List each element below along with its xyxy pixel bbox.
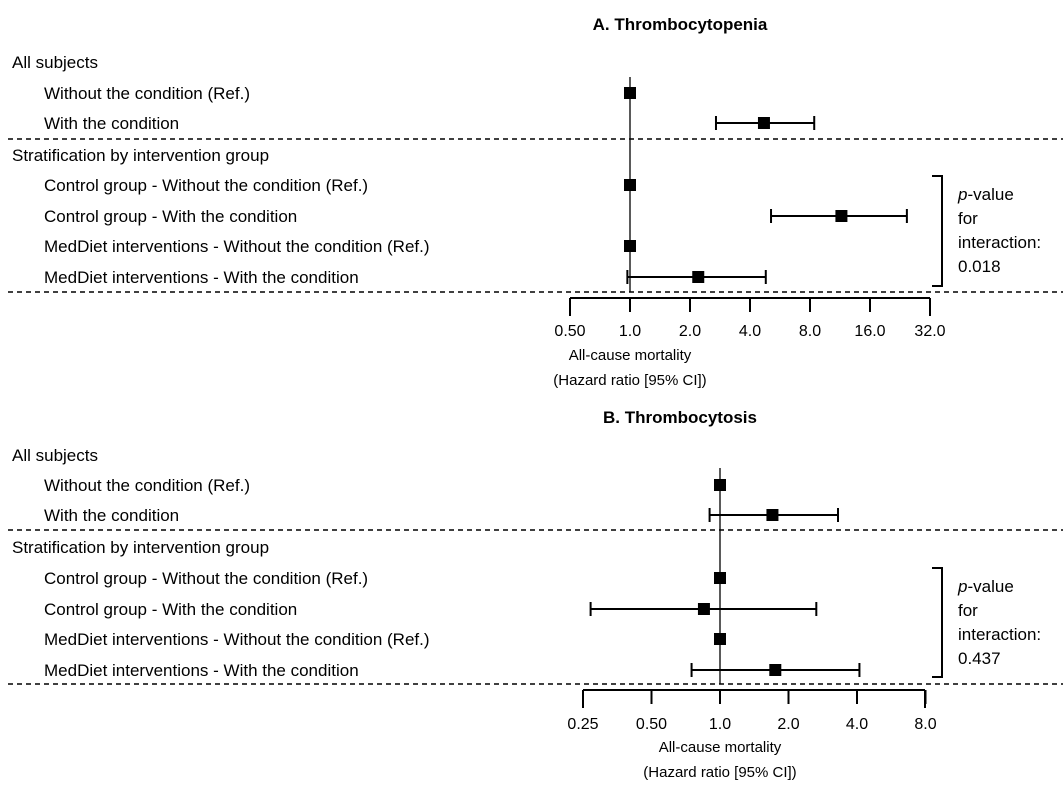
hazard-ratio-marker xyxy=(769,664,782,676)
hazard-ratio-marker xyxy=(624,179,636,191)
x-tick-label: 1.0 xyxy=(709,716,731,733)
panel-title: A. Thrombocytopenia xyxy=(593,15,768,34)
hazard-ratio-marker xyxy=(835,210,848,222)
x-tick-label: 1.0 xyxy=(619,323,641,340)
group-header-label: Stratification by intervention group xyxy=(12,538,269,557)
row-label: Without the condition (Ref.) xyxy=(44,84,250,103)
row-label: MedDiet interventions - With the conditi… xyxy=(44,661,359,680)
p-value-word: -value xyxy=(967,577,1013,596)
row-label: Control group - With the condition xyxy=(44,207,297,226)
row-label: Control group - Without the condition (R… xyxy=(44,569,368,588)
row-label: MedDiet interventions - Without the cond… xyxy=(44,630,430,649)
x-tick-label: 2.0 xyxy=(777,716,799,733)
group-header-label: All subjects xyxy=(12,53,98,72)
row-label: Without the condition (Ref.) xyxy=(44,476,250,495)
hazard-ratio-marker xyxy=(714,479,726,491)
x-tick-label: 0.50 xyxy=(636,716,667,733)
x-axis-label-unit: (Hazard ratio [95% CI]) xyxy=(553,372,706,389)
x-tick-label: 16.0 xyxy=(854,323,885,340)
x-tick-label: 2.0 xyxy=(679,323,701,340)
row-label: With the condition xyxy=(44,114,179,133)
interaction-label: interaction: xyxy=(958,233,1041,252)
x-tick-label: 32.0 xyxy=(914,323,945,340)
panel-title: B. Thrombocytosis xyxy=(603,408,757,427)
interaction-p-value: 0.018 xyxy=(958,257,1001,276)
x-tick-label: 0.50 xyxy=(554,323,585,340)
hazard-ratio-marker xyxy=(692,271,705,283)
row-label: With the condition xyxy=(44,506,179,525)
interaction-label: p-value xyxy=(957,577,1014,596)
row-label: MedDiet interventions - Without the cond… xyxy=(44,237,430,256)
group-header-label: Stratification by intervention group xyxy=(12,146,269,165)
p-italic: p xyxy=(957,185,967,204)
row-label: Control group - With the condition xyxy=(44,600,297,619)
p-value-word: -value xyxy=(967,185,1013,204)
x-tick-label: 8.0 xyxy=(799,323,821,340)
interaction-label: for xyxy=(958,601,978,620)
interaction-p-value: 0.437 xyxy=(958,649,1001,668)
p-italic: p xyxy=(957,577,967,596)
interaction-bracket xyxy=(932,567,943,678)
hazard-ratio-marker xyxy=(624,240,636,252)
x-tick-label: 0.25 xyxy=(567,716,598,733)
interaction-label: for xyxy=(958,209,978,228)
x-tick-label: 8.0 xyxy=(914,716,936,733)
row-label: Control group - Without the condition (R… xyxy=(44,176,368,195)
hazard-ratio-marker xyxy=(714,572,726,584)
row-label: MedDiet interventions - With the conditi… xyxy=(44,268,359,287)
x-axis-label-unit: (Hazard ratio [95% CI]) xyxy=(643,764,796,781)
group-header-label: All subjects xyxy=(12,446,98,465)
x-axis-label: All-cause mortality xyxy=(569,347,692,364)
interaction-label: interaction: xyxy=(958,625,1041,644)
x-axis-label: All-cause mortality xyxy=(659,739,782,756)
interaction-label: p-value xyxy=(957,185,1014,204)
hazard-ratio-marker xyxy=(757,117,770,129)
hazard-ratio-marker xyxy=(714,633,726,645)
hazard-ratio-marker xyxy=(624,87,636,99)
x-tick-label: 4.0 xyxy=(846,716,868,733)
hazard-ratio-marker xyxy=(766,509,779,521)
hazard-ratio-marker xyxy=(697,603,710,615)
x-tick-label: 4.0 xyxy=(739,323,761,340)
interaction-bracket xyxy=(932,175,943,287)
